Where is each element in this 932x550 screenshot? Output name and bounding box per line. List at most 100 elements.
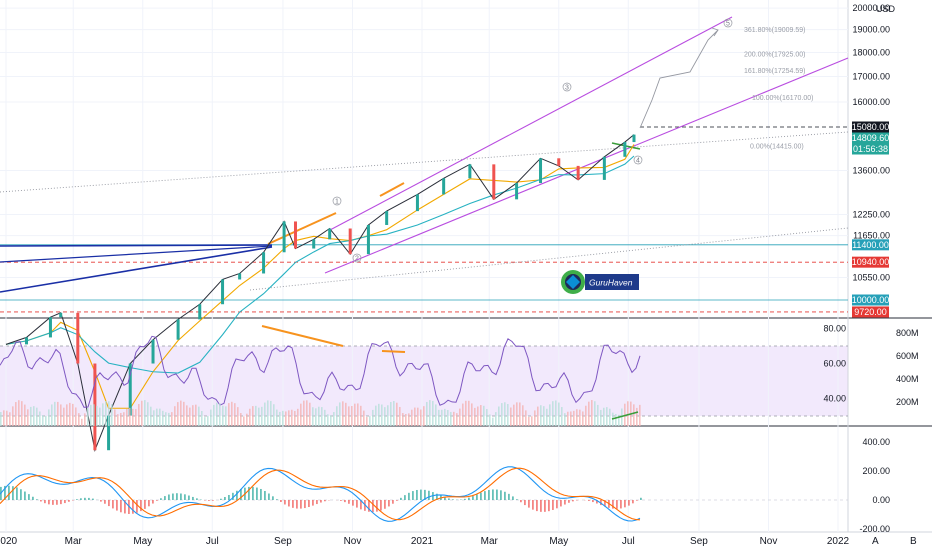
macd-histogram-bar [312, 500, 314, 506]
macd-histogram-bar [544, 500, 546, 512]
price-level-badge [852, 294, 889, 306]
macd-histogram-bar [376, 500, 378, 512]
price-level-badge [852, 143, 889, 155]
volume-bar [537, 406, 539, 426]
volume-bar [195, 404, 197, 426]
volume-bar [534, 410, 536, 426]
volume-bar [360, 405, 362, 426]
volume-bar [438, 409, 440, 426]
volume-bar [261, 406, 263, 426]
macd-histogram-bar [496, 489, 498, 500]
macd-histogram-bar [24, 491, 26, 500]
price-level-badge [852, 256, 889, 268]
scale-button-b[interactable]: B [910, 536, 917, 547]
volume-bar [498, 406, 500, 426]
macd-histogram-bar [88, 497, 90, 500]
trend-channel [0, 16, 849, 293]
volume-bar [477, 406, 479, 426]
volume-bar [297, 408, 299, 426]
volume-bar [396, 402, 398, 426]
volume-bar [429, 400, 431, 426]
volume-bar [273, 404, 275, 426]
volume-bar [474, 407, 476, 426]
volume-bar [63, 407, 65, 426]
x-tick-label: May [133, 536, 152, 547]
volume-bar [375, 405, 377, 426]
macd-histogram-bar [232, 492, 234, 500]
macd-histogram-bar [344, 500, 346, 503]
macd-histogram-bar [616, 500, 618, 509]
macd-histogram-bar [172, 493, 174, 500]
volume-bar [132, 408, 134, 426]
macd-histogram-bar [60, 500, 62, 505]
macd-histogram-bar [272, 496, 274, 500]
volume-bar [564, 413, 566, 426]
macd-histogram-bar [368, 500, 370, 512]
volume-bar [267, 400, 269, 426]
price-candle [128, 363, 132, 416]
volume-bar [462, 403, 464, 426]
volume-bar [519, 402, 521, 426]
macd-histogram-bar [28, 494, 30, 500]
volume-bar [309, 402, 311, 426]
volume-bar [432, 400, 434, 426]
wave-label: 3 [565, 84, 569, 91]
long-trendline-upper [0, 131, 849, 193]
rsi-band [0, 346, 848, 416]
volume-bar [120, 412, 122, 426]
price-line [5, 134, 635, 452]
macd-tick-label: 200.00 [862, 466, 890, 476]
price-candle [442, 178, 446, 195]
macd-histogram-bar [76, 499, 78, 500]
macd-histogram-bar [120, 500, 122, 513]
volume-bar [306, 400, 308, 426]
macd-histogram-bar [44, 500, 46, 504]
macd-histogram-bar [268, 493, 270, 500]
fib-label: 161.80%(17254.59) [744, 68, 806, 75]
volume-bar [69, 402, 71, 426]
price-tick-label: 11650.00 [853, 231, 890, 241]
volume-bar [114, 409, 116, 426]
volume-bar [606, 407, 608, 426]
volume-bar [150, 406, 152, 426]
volume-bar [84, 413, 86, 426]
volume-bar [336, 406, 338, 426]
volume-bar [333, 412, 335, 426]
volume-bar [531, 416, 533, 426]
volume-bar [135, 409, 137, 426]
macd-histogram-bar [8, 485, 10, 500]
volume-bar [198, 406, 200, 426]
macd-histogram-bar [152, 500, 154, 504]
rsi-tick-label: 80.00 [823, 324, 846, 334]
price-candle [25, 337, 29, 345]
macd-tick-label: -200.00 [859, 524, 890, 534]
macd-histogram-bar [260, 488, 262, 500]
volume-bar [168, 412, 170, 426]
blue-trendline [0, 246, 273, 293]
macd-histogram-bar [64, 500, 66, 504]
scale-button-a[interactable]: A [872, 536, 879, 547]
price-tick-label: 20000.00 [852, 3, 890, 13]
volume-bar [492, 417, 494, 426]
price-tick-label: 12250.00 [852, 210, 890, 220]
volume-bar [411, 409, 413, 426]
channel-upper-line [329, 16, 733, 231]
macd-histogram-bar [324, 500, 326, 502]
volume-bar [459, 408, 461, 426]
volume-bar [342, 401, 344, 426]
volume-bar [321, 407, 323, 426]
macd-histogram-bar [356, 500, 358, 508]
ma-slow-line [5, 155, 635, 374]
channel-lower-line [324, 57, 849, 274]
volume-bar [162, 410, 164, 426]
volume-bar [171, 412, 173, 426]
volume-bar [48, 409, 50, 426]
volume-bar [42, 415, 44, 426]
volume-bar [30, 406, 32, 426]
macd-histogram-bar [80, 498, 82, 500]
volume-bar [330, 415, 332, 426]
wave-label: 4 [636, 157, 640, 164]
volume-bar [561, 407, 563, 426]
